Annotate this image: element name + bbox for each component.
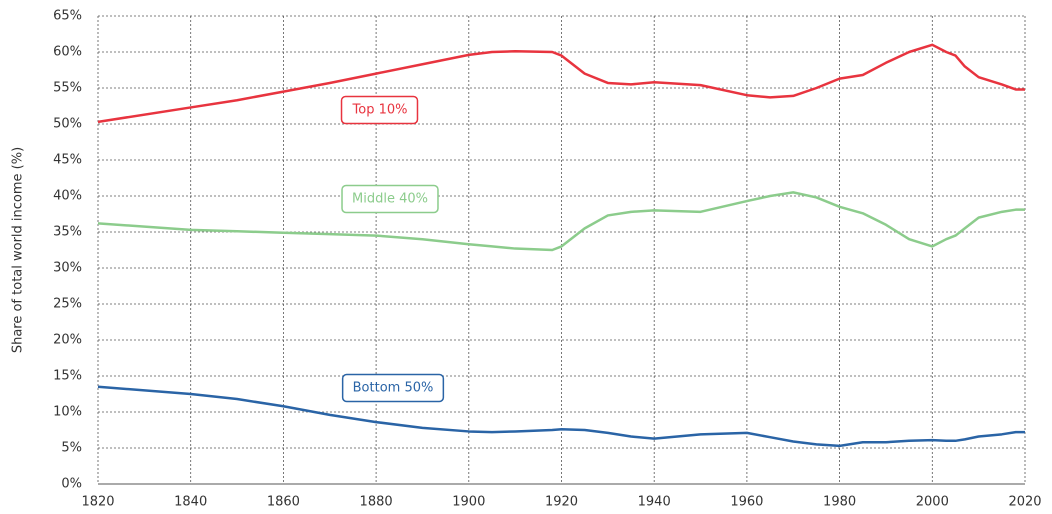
- series-label-box: [341, 184, 439, 214]
- y-tick-label: 55%: [53, 81, 82, 96]
- x-tick-label: 1960: [730, 495, 763, 510]
- x-tick-label: 1820: [81, 495, 114, 510]
- x-tick-label: 1920: [545, 495, 578, 510]
- series-label: Middle 40%: [352, 192, 428, 207]
- y-tick-label: 50%: [53, 117, 82, 132]
- x-tick-label: 1940: [638, 495, 671, 510]
- y-tick-label: 10%: [53, 405, 82, 420]
- series-line: [97, 385, 1025, 448]
- y-axis-label: Share of total world income (%): [11, 147, 26, 353]
- y-tick-label: 65%: [53, 9, 82, 24]
- series-label: Top 10%: [352, 103, 408, 118]
- y-tick-label: 0%: [61, 477, 82, 492]
- x-tick-label: 1900: [452, 495, 485, 510]
- x-tick-label: 1980: [823, 495, 856, 510]
- x-tick-label: 2000: [916, 495, 949, 510]
- y-tick-label: 25%: [53, 297, 82, 312]
- y-tick-label: 30%: [53, 261, 82, 276]
- series-label: Bottom 50%: [353, 381, 434, 396]
- series-label-box: [340, 95, 419, 125]
- series-line: [97, 43, 1025, 124]
- y-tick-label: 60%: [53, 45, 82, 60]
- y-tick-label: 45%: [53, 153, 82, 168]
- y-tick-label: 40%: [53, 189, 82, 204]
- x-tick-label: 2020: [1008, 495, 1041, 510]
- series-label-box: [341, 373, 445, 403]
- y-tick-label: 15%: [53, 369, 82, 384]
- x-tick-label: 1840: [174, 495, 207, 510]
- y-tick-label: 20%: [53, 333, 82, 348]
- x-tick-label: 1880: [360, 495, 393, 510]
- x-tick-label: 1860: [267, 495, 300, 510]
- y-tick-label: 35%: [53, 225, 82, 240]
- y-tick-label: 5%: [61, 441, 82, 456]
- series-line: [97, 191, 1025, 252]
